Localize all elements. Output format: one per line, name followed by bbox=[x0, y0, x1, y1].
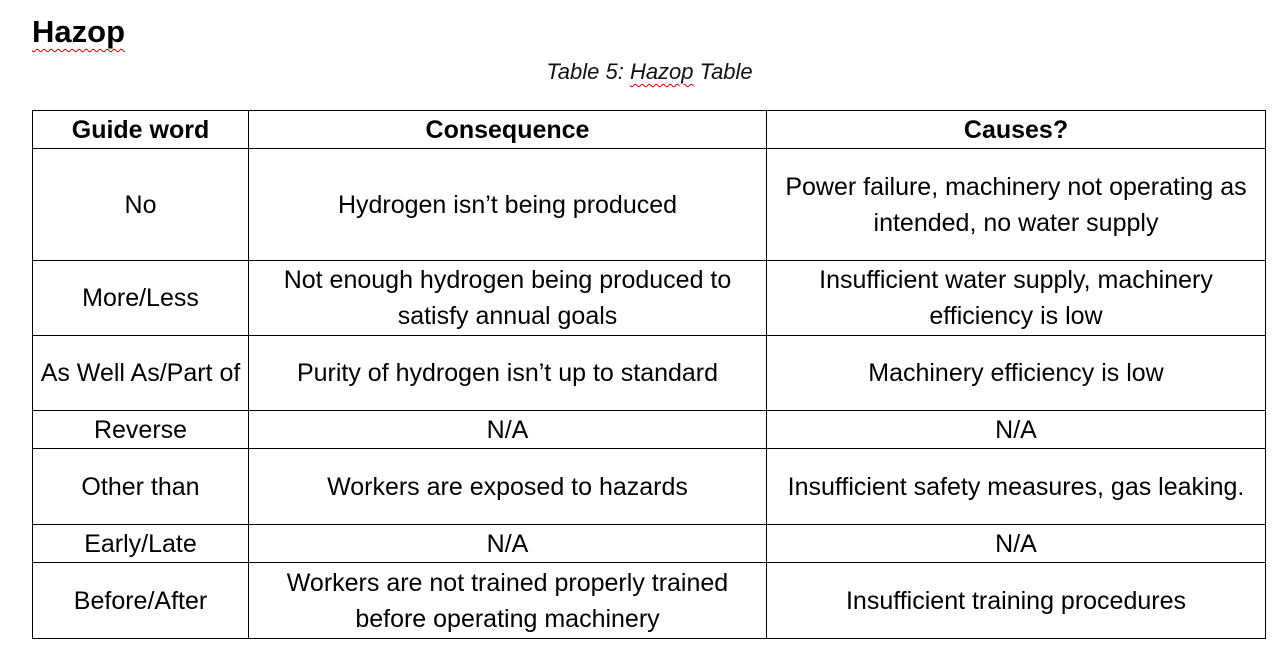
consequence-cell: N/A bbox=[248, 524, 767, 563]
guide-word-cell: Before/After bbox=[32, 562, 249, 639]
consequence-cell: Workers are exposed to hazards bbox=[248, 448, 767, 525]
section-heading: Hazop bbox=[32, 14, 125, 49]
consequence-cell: Workers are not trained properly trained… bbox=[248, 562, 767, 639]
causes-cell: Insufficient training procedures bbox=[766, 562, 1266, 639]
guide-word-cell: As Well As/Part of bbox=[32, 335, 249, 411]
guide-word-cell: More/Less bbox=[32, 260, 249, 336]
causes-cell: N/A bbox=[766, 410, 1266, 449]
guide-word-cell: Early/Late bbox=[32, 524, 249, 563]
consequence-cell: Hydrogen isn’t being produced bbox=[248, 148, 767, 261]
table-row: More/Less Not enough hydrogen being prod… bbox=[32, 260, 1266, 336]
causes-cell: Machinery efficiency is low bbox=[766, 335, 1266, 411]
table-row: Other than Workers are exposed to hazard… bbox=[32, 448, 1266, 525]
table-row: Reverse N/A N/A bbox=[32, 410, 1266, 449]
consequence-cell: N/A bbox=[248, 410, 767, 449]
guide-word-cell: No bbox=[32, 148, 249, 261]
caption-suffix: Table bbox=[693, 59, 753, 84]
table-row: Early/Late N/A N/A bbox=[32, 524, 1266, 563]
table-header-row: Guide word Consequence Causes? bbox=[32, 110, 1266, 149]
guide-word-cell: Other than bbox=[32, 448, 249, 525]
guide-word-cell: Reverse bbox=[32, 410, 249, 449]
table-row: Before/After Workers are not trained pro… bbox=[32, 562, 1266, 639]
header-guide-word: Guide word bbox=[32, 110, 249, 149]
table-caption: Table 5: Hazop Table bbox=[0, 58, 1279, 86]
table-row: No Hydrogen isn’t being produced Power f… bbox=[32, 148, 1266, 261]
table-row: As Well As/Part of Purity of hydrogen is… bbox=[32, 335, 1266, 411]
caption-word: Hazop bbox=[629, 59, 694, 84]
causes-cell: Insufficient safety measures, gas leakin… bbox=[766, 448, 1266, 525]
header-consequence: Consequence bbox=[248, 110, 767, 149]
causes-cell: Power failure, machinery not operating a… bbox=[766, 148, 1266, 261]
causes-cell: N/A bbox=[766, 524, 1266, 563]
causes-cell: Insufficient water supply, machinery eff… bbox=[766, 260, 1266, 336]
consequence-cell: Purity of hydrogen isn’t up to standard bbox=[248, 335, 767, 411]
caption-prefix: Table 5: bbox=[546, 59, 630, 84]
hazop-table: Guide word Consequence Causes? No Hydrog… bbox=[32, 110, 1266, 639]
header-causes: Causes? bbox=[766, 110, 1266, 149]
consequence-cell: Not enough hydrogen being produced to sa… bbox=[248, 260, 767, 336]
